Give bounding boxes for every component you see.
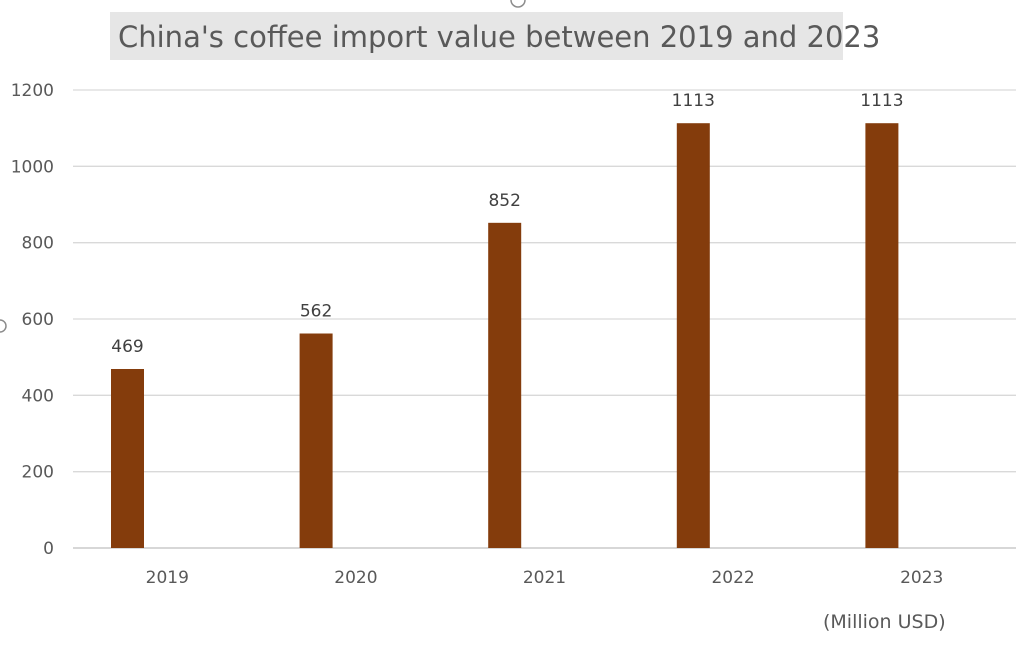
bar (111, 368, 144, 548)
y-tick-label: 400 (22, 386, 54, 406)
selection-handle-top (510, 0, 526, 8)
gridlines (73, 89, 1016, 549)
x-tick-label: 2020 (334, 568, 377, 588)
x-tick-label: 2022 (711, 568, 754, 588)
data-label: 1113 (860, 91, 903, 111)
bar (676, 123, 710, 548)
bars (111, 123, 899, 548)
chart-title-background (110, 12, 843, 60)
bar (299, 333, 333, 548)
x-axis-ticks: 2019 2020 2021 2022 2023 (146, 568, 944, 588)
x-tick-label: 2021 (523, 568, 566, 588)
chart-title: China's coffee import value between 2019… (118, 20, 880, 54)
data-label: 852 (488, 191, 520, 211)
y-tick-label: 200 (22, 463, 54, 483)
y-tick-label: 1000 (11, 157, 54, 177)
selection-handle-left (0, 319, 7, 333)
bar (488, 222, 522, 548)
y-tick-label: 0 (43, 539, 54, 559)
unit-label: (Million USD) (823, 611, 946, 633)
x-tick-label: 2019 (146, 568, 189, 588)
y-tick-label: 800 (22, 234, 54, 254)
x-tick-label: 2023 (900, 568, 943, 588)
data-label: 1113 (672, 91, 715, 111)
data-label: 562 (300, 302, 332, 322)
y-tick-label: 1200 (11, 81, 54, 101)
y-tick-label: 600 (22, 310, 54, 330)
y-axis-ticks: 0 200 400 600 800 1000 1200 (11, 81, 54, 559)
bar (865, 123, 899, 548)
data-labels: 469 562 852 1113 1113 (111, 91, 903, 357)
data-label: 469 (111, 337, 143, 357)
